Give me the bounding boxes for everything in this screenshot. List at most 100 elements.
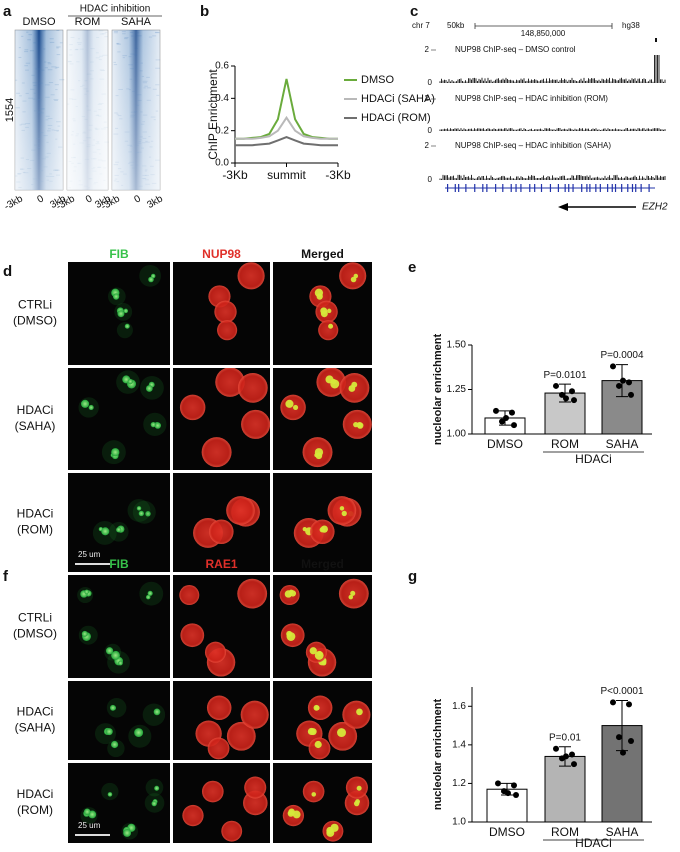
data-point bbox=[493, 407, 499, 414]
panel-letter: g bbox=[408, 568, 417, 585]
nucleus bbox=[180, 623, 205, 648]
nucleus bbox=[339, 262, 367, 290]
arrow-head bbox=[558, 203, 568, 211]
micrograph bbox=[173, 262, 270, 365]
nucleolus bbox=[288, 808, 295, 816]
gene-name: EZH2 bbox=[642, 202, 668, 213]
micrograph bbox=[173, 681, 270, 760]
heatmap bbox=[111, 29, 161, 191]
micrograph bbox=[273, 575, 372, 678]
track-label: NUP98 ChIP-seq – HDAC inhibition (SAHA) bbox=[455, 141, 611, 150]
series-line bbox=[235, 136, 338, 147]
nucleolus bbox=[313, 704, 320, 711]
micrograph bbox=[68, 681, 170, 760]
nucleus bbox=[318, 320, 339, 341]
nucleus bbox=[179, 394, 206, 421]
nucleolus bbox=[350, 276, 357, 283]
exon bbox=[595, 184, 597, 192]
row-count: 1554 bbox=[4, 98, 16, 122]
nucleolus bbox=[81, 630, 88, 637]
haze bbox=[144, 793, 165, 813]
exon bbox=[621, 184, 623, 192]
position: 148,850,000 bbox=[521, 29, 566, 38]
column-label: FIB bbox=[109, 247, 129, 261]
exon bbox=[534, 184, 536, 192]
nucleus bbox=[179, 585, 200, 606]
legend-label: HDACi (ROM) bbox=[361, 112, 431, 124]
nucleolus bbox=[154, 422, 161, 429]
x-label: 0 bbox=[84, 193, 95, 206]
nucleolus bbox=[127, 378, 133, 385]
track-signal bbox=[439, 128, 666, 131]
nucleus bbox=[342, 700, 371, 729]
nucleolus bbox=[337, 728, 346, 738]
nucleolus bbox=[348, 385, 356, 392]
data-point bbox=[563, 395, 569, 402]
x-label: 0 bbox=[36, 193, 47, 206]
haze bbox=[139, 581, 164, 606]
column-label: NUP98 bbox=[202, 247, 241, 261]
exon bbox=[515, 184, 517, 192]
nucleolus bbox=[350, 590, 356, 596]
nucleus bbox=[243, 790, 268, 816]
y-tick-label: 0.2 bbox=[215, 125, 229, 136]
heatmap bbox=[14, 29, 65, 191]
track-max: 2 bbox=[425, 45, 430, 54]
nucleolus bbox=[320, 310, 328, 318]
group-label: HDAC inhibition bbox=[80, 4, 151, 15]
data-point bbox=[495, 780, 501, 787]
nucleus bbox=[204, 641, 227, 663]
heatmap-fade bbox=[67, 30, 108, 190]
y-tick-label: 1.50 bbox=[447, 340, 467, 351]
column-label: Merged bbox=[301, 247, 344, 261]
nucleolus bbox=[111, 650, 120, 660]
exon bbox=[607, 184, 609, 192]
nucleolus bbox=[105, 728, 113, 736]
y-tick-label: 0.4 bbox=[215, 93, 229, 104]
nucleolus bbox=[134, 728, 144, 738]
column-label: ROM bbox=[75, 16, 101, 28]
data-point bbox=[511, 422, 517, 429]
nucleolus bbox=[286, 630, 293, 637]
series-line bbox=[235, 115, 338, 140]
haze bbox=[107, 287, 126, 306]
micrograph bbox=[173, 368, 270, 470]
micrograph bbox=[68, 575, 170, 678]
x-label: -3kb bbox=[2, 193, 25, 212]
exon bbox=[495, 184, 497, 192]
exon bbox=[614, 184, 617, 192]
scale-label: 25 um bbox=[78, 550, 101, 559]
p-value: P=0.0004 bbox=[600, 350, 644, 361]
y-tick-label: 1.0 bbox=[452, 817, 466, 828]
data-point bbox=[513, 792, 519, 798]
nucleolus bbox=[321, 660, 327, 666]
nucleus bbox=[226, 496, 255, 525]
haze bbox=[94, 723, 116, 745]
nucleolus bbox=[154, 785, 160, 791]
exon bbox=[572, 184, 574, 192]
haze bbox=[77, 587, 94, 604]
row-label: HDACi bbox=[17, 507, 54, 521]
data-point bbox=[628, 738, 634, 744]
data-point bbox=[559, 391, 565, 398]
nucleolus bbox=[84, 589, 90, 595]
haze bbox=[127, 499, 151, 522]
exon bbox=[581, 184, 583, 192]
row-label: HDACi bbox=[17, 705, 54, 719]
column-label: Merged bbox=[301, 557, 344, 571]
heatmap-fade bbox=[112, 30, 160, 190]
nucleolus bbox=[314, 650, 324, 660]
data-point bbox=[626, 701, 632, 708]
nucleolus bbox=[327, 308, 332, 314]
nucleolus bbox=[88, 404, 94, 411]
nucleolus bbox=[153, 708, 161, 716]
exon bbox=[557, 184, 560, 192]
haze bbox=[106, 697, 127, 718]
x-tick-label: SAHA bbox=[606, 825, 639, 839]
track-min: 0 bbox=[428, 78, 433, 87]
y-tick-label: 1.4 bbox=[452, 739, 466, 750]
column-label: SAHA bbox=[121, 16, 152, 28]
track-signal bbox=[439, 55, 666, 83]
nucleus bbox=[201, 780, 224, 803]
